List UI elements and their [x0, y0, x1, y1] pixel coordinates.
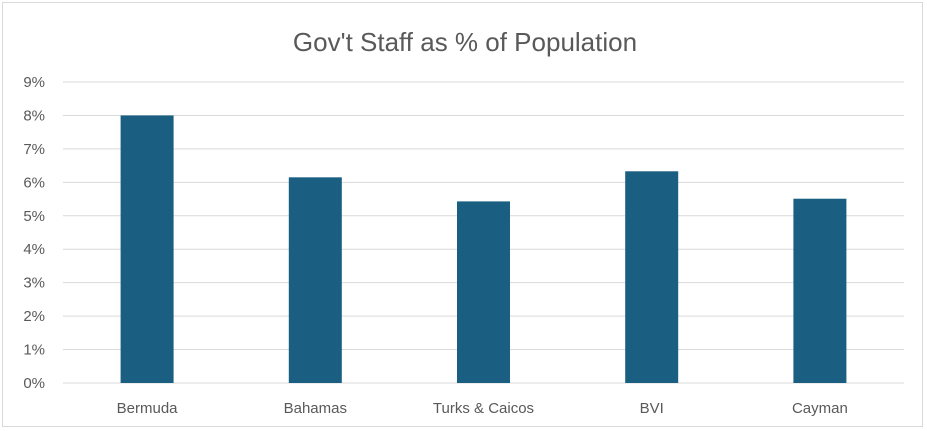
y-axis-ticks: 0% 1% 2% 3% 4% 5% 6% 7% 8% 9% — [23, 74, 45, 392]
x-tick-label: Bermuda — [117, 400, 179, 417]
bar — [625, 171, 679, 383]
bar — [457, 201, 510, 383]
y-tick-label: 3% — [23, 275, 45, 292]
y-tick-label: 1% — [23, 342, 45, 359]
y-tick-label: 2% — [23, 308, 45, 325]
y-tick-label: 5% — [23, 208, 45, 225]
x-tick-label: BVI — [640, 400, 664, 417]
y-tick-label: 8% — [23, 107, 45, 124]
x-tick-label: Cayman — [792, 400, 848, 417]
y-tick-label: 7% — [23, 141, 45, 158]
chart-title: Gov't Staff as % of Population — [293, 27, 637, 57]
bar — [120, 115, 174, 383]
y-tick-label: 9% — [23, 74, 45, 91]
x-tick-label: Turks & Caicos — [433, 400, 534, 417]
x-tick-label: Bahamas — [284, 400, 347, 417]
gridlines — [63, 81, 904, 384]
x-axis-labels: Bermuda Bahamas Turks & Caicos BVI Cayman — [117, 400, 848, 417]
y-tick-label: 6% — [23, 174, 45, 191]
bar — [288, 177, 342, 383]
y-tick-label: 4% — [23, 241, 45, 258]
y-tick-label: 0% — [23, 375, 45, 392]
bar — [793, 198, 847, 383]
bars — [120, 115, 847, 383]
